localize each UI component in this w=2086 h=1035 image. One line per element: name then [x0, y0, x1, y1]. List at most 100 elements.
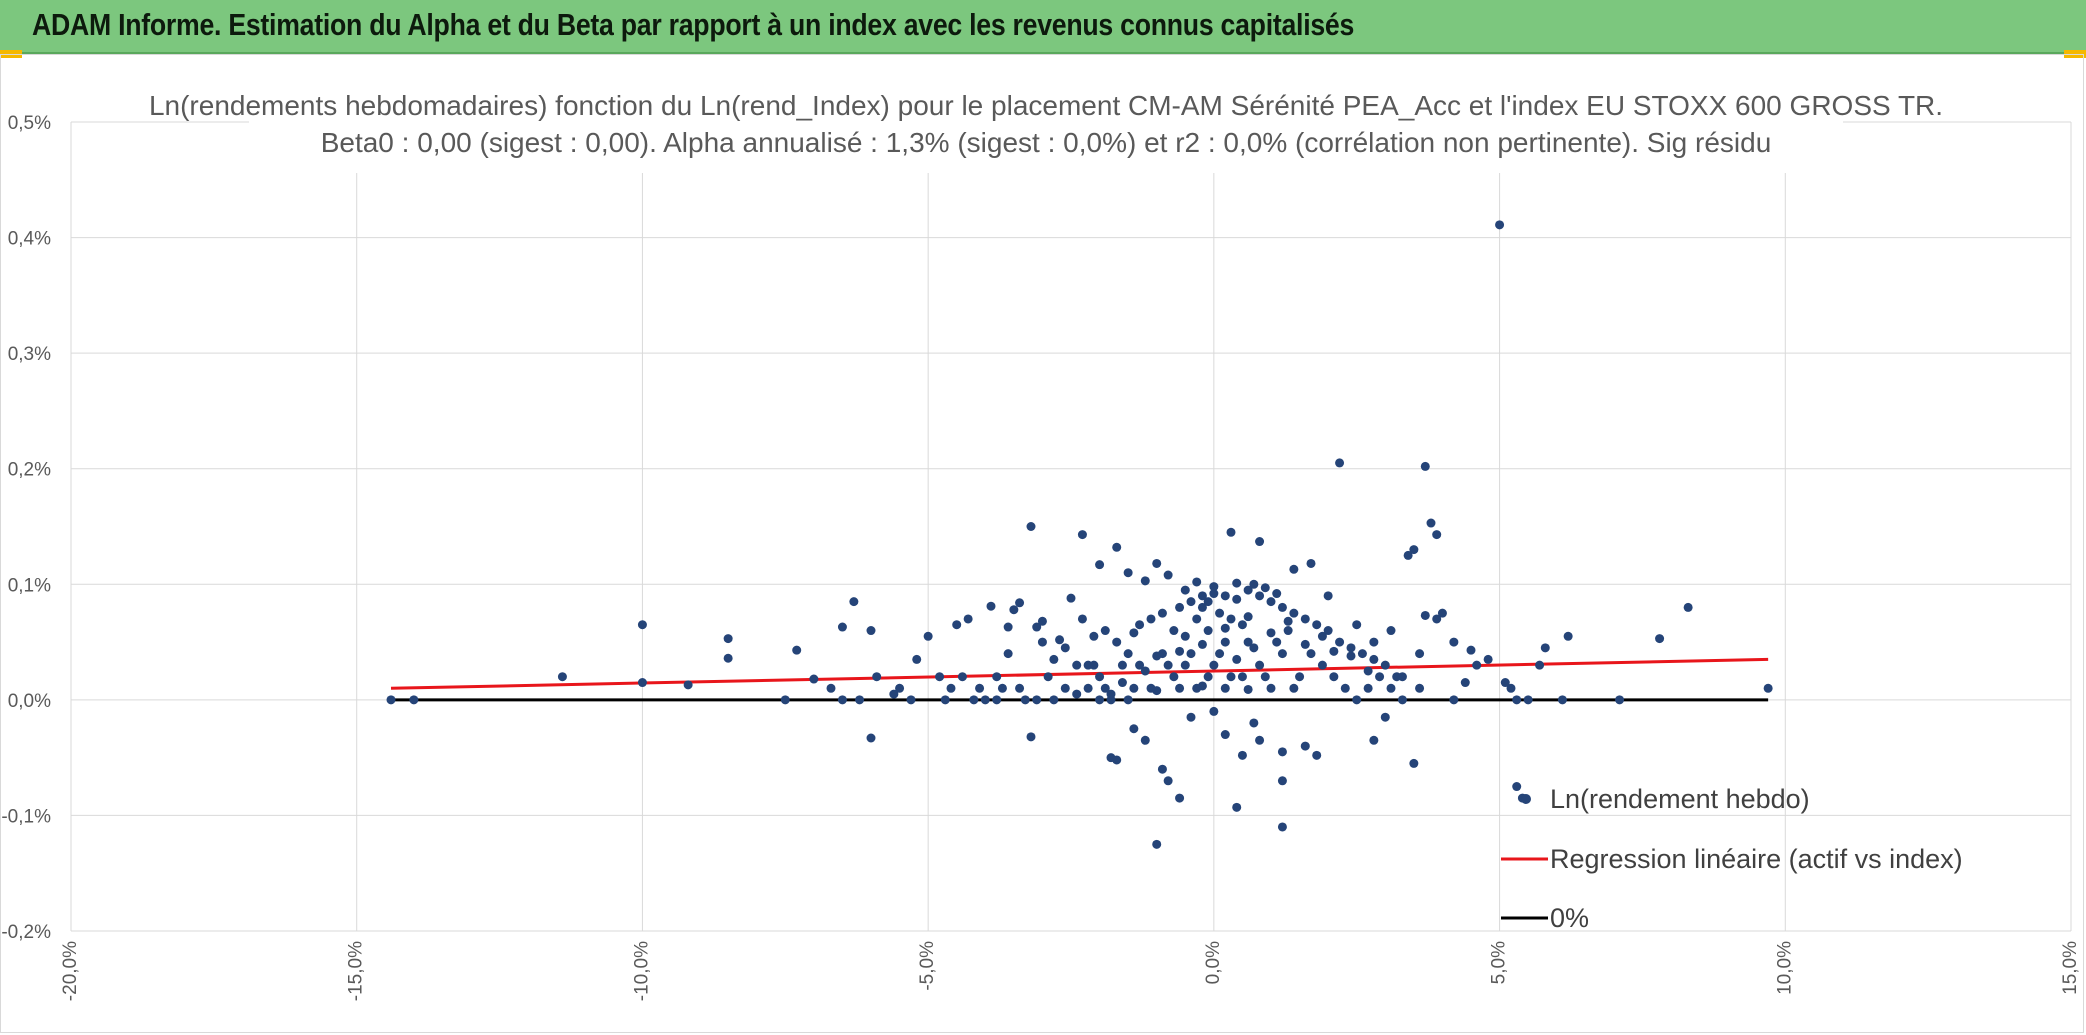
data-point [1180, 585, 1190, 595]
y-axis-ticks: -0,2% -0,1% 0,0% 0,1% 0,2% 0,3% 0,4% 0,5% [1, 113, 51, 943]
data-point [1460, 678, 1470, 688]
data-point [1140, 576, 1150, 586]
data-point [1266, 597, 1276, 607]
data-point [1112, 637, 1122, 647]
data-point [1043, 672, 1053, 682]
data-point [1112, 755, 1122, 765]
data-point [1329, 672, 1339, 682]
data-point [1289, 683, 1299, 693]
data-point [1312, 620, 1322, 630]
data-point [1249, 718, 1259, 728]
data-point [1157, 764, 1167, 774]
data-point [826, 683, 836, 693]
data-point [1060, 643, 1070, 653]
data-point [1272, 589, 1282, 599]
data-point [1243, 612, 1253, 622]
data-point [895, 683, 905, 693]
data-point [923, 631, 933, 641]
x-tick-label: 10,0% [1774, 941, 1795, 995]
data-point [940, 695, 950, 705]
data-point [1449, 637, 1459, 647]
data-point [1655, 634, 1665, 644]
chart-subtitle: Beta0 : 0,00 (sigest : 0,00). Alpha annu… [321, 127, 1772, 158]
data-point [1169, 626, 1179, 636]
data-point [1289, 564, 1299, 574]
data-point [1197, 639, 1207, 649]
data-point [1369, 654, 1379, 664]
data-point [889, 689, 899, 699]
data-point [837, 622, 847, 632]
data-point [1175, 683, 1185, 693]
data-point [969, 695, 979, 705]
data-point [906, 695, 916, 705]
data-point [1203, 597, 1213, 607]
data-point [1403, 550, 1413, 560]
data-point [1420, 610, 1430, 620]
data-point [1152, 558, 1162, 568]
legend-label-regression: Regression linéaire (actif vs index) [1550, 844, 1963, 874]
scatter-points [386, 220, 1773, 849]
data-point [1163, 776, 1173, 786]
data-point [1197, 602, 1207, 612]
data-point [1123, 695, 1133, 705]
report-title: ADAM Informe. Estimation du Alpha et du … [32, 7, 1355, 42]
data-point [1415, 683, 1425, 693]
data-point [1437, 608, 1447, 618]
y-tick-label: 0,1% [8, 575, 51, 596]
y-tick-label: 0,5% [8, 113, 51, 134]
data-point [1346, 643, 1356, 653]
data-point [1277, 822, 1287, 832]
data-point [1077, 614, 1087, 624]
data-point [1369, 637, 1379, 647]
data-point [1335, 458, 1345, 468]
data-point [1220, 591, 1230, 601]
data-point [1277, 776, 1287, 786]
data-point [952, 620, 962, 630]
data-point [1157, 608, 1167, 618]
data-point [1243, 585, 1253, 595]
data-point [1026, 732, 1036, 742]
data-point [1129, 683, 1139, 693]
data-point [1152, 839, 1162, 849]
data-point [1015, 598, 1025, 608]
x-tick-label: 15,0% [2060, 941, 2081, 995]
data-point [1112, 542, 1122, 552]
data-point [1255, 735, 1265, 745]
data-point [637, 678, 647, 688]
data-point [1329, 646, 1339, 656]
data-point [1466, 645, 1476, 655]
data-point [1426, 518, 1436, 528]
data-point [1146, 614, 1156, 624]
data-point [1175, 793, 1185, 803]
x-tick-label: 5,0% [1489, 941, 1510, 984]
data-point [1055, 635, 1065, 645]
data-point [683, 680, 693, 690]
data-point [1077, 530, 1087, 540]
y-tick-label: -0,2% [1, 922, 51, 943]
data-point [1135, 620, 1145, 630]
data-point [1420, 461, 1430, 471]
data-point [1763, 683, 1773, 693]
data-point [1083, 683, 1093, 693]
data-point [780, 695, 790, 705]
x-tick-label: 0,0% [1203, 941, 1224, 984]
data-point [1243, 637, 1253, 647]
data-point [1129, 724, 1139, 734]
data-point [1003, 649, 1013, 659]
data-point [1255, 591, 1265, 601]
data-point [1015, 683, 1025, 693]
data-point [1226, 672, 1236, 682]
data-point [1180, 631, 1190, 641]
data-point [1106, 689, 1116, 699]
data-point [1175, 602, 1185, 612]
data-point [1346, 651, 1356, 661]
data-point [1186, 712, 1196, 722]
data-point [1352, 620, 1362, 630]
data-point [1266, 683, 1276, 693]
legend-label-zero: 0% [1550, 903, 1589, 933]
data-point [723, 634, 733, 644]
data-point [1500, 678, 1510, 688]
chart-frame: -20,0% -15,0% -10,0% -5,0% 0,0% 5,0% 10,0% 15,0… [0, 54, 2084, 1033]
data-point [1100, 683, 1110, 693]
data-point [1317, 631, 1327, 641]
